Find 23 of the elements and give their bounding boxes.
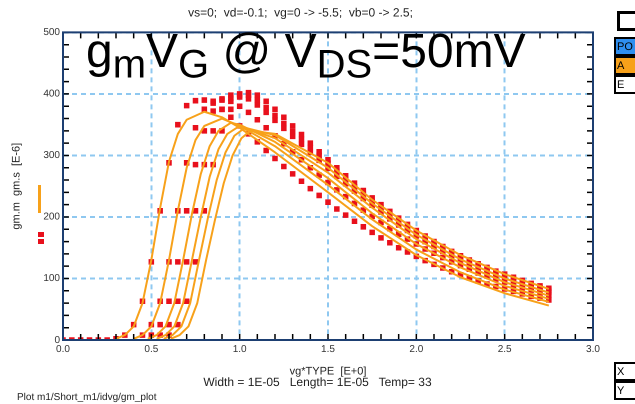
text: E [614,75,635,94]
y-tick-label: 300 [43,150,60,162]
x-tick-label: 1.5 [321,344,336,355]
x-tick-label: 1.0 [232,344,248,355]
text: Plot m1/Short_m1/idvg/gm_plot [17,392,157,403]
y-axis-title: gm.m gm.s [E-6] [10,142,23,230]
y-tick-label: 0 [54,334,60,346]
chart-title: vs=0; vd=-0.1; vg=0 -> -5.5; vb=0 -> 2.5; [188,6,413,20]
x-tick-label: 0.5 [144,344,159,355]
y-tick-label: 400 [43,88,60,100]
x-tick-label: 2.5 [498,344,512,355]
x-tick-label: 3.0 [586,344,600,355]
y-tick-label: 500 [43,27,60,38]
y-tick-label: 200 [43,212,60,223]
text: A [614,56,635,75]
x-tick-label: 2.0 [409,344,424,355]
annotation: g$_{m}$V$_{G}$ @ V$_{DS}$=50mV [86,24,526,88]
y-tick-label: 100 [43,273,60,284]
text: X [614,362,635,381]
text: PO [614,37,635,56]
text: Y [614,381,635,400]
x-tick-label: 0.0 [56,344,70,355]
x-axis-title: vg*TYPE [E+0] [290,365,366,378]
